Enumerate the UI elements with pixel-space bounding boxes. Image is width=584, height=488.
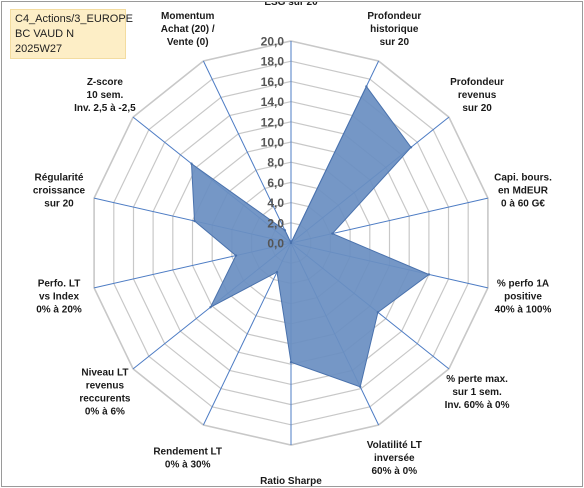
category-label: 40% à 100% [495, 305, 552, 316]
category-label: Momentum [161, 11, 214, 22]
data-point [376, 311, 380, 314]
category-label: Profondeur [367, 11, 421, 22]
category-label: inversée [374, 453, 415, 464]
tick-label: 18,0 [261, 55, 285, 69]
category-label: Profondeur [450, 77, 504, 88]
category-label: Capi. bours. [494, 173, 552, 184]
category-label: Volatilité LT [367, 440, 422, 451]
info-line-account: BC VAUD N [15, 28, 75, 40]
data-point [209, 306, 212, 309]
info-line-period: 2025W27 [15, 43, 63, 55]
category-label: Inv. 60% à 0% [445, 400, 510, 411]
data-point [190, 162, 193, 165]
tick-label: 8,0 [267, 156, 284, 170]
category-label: croissance [33, 186, 86, 197]
tick-label: 6,0 [267, 176, 284, 190]
category-label: sur 1 sem. [452, 387, 502, 398]
category-label: Niveau LT [81, 367, 128, 378]
category-label: sur 20 [44, 199, 74, 210]
category-label: 0 à 60 G€ [501, 199, 545, 210]
category-label: Achat (20) / [161, 24, 215, 35]
category-label: 60% à 0% [372, 466, 418, 477]
category-label: revenus [458, 90, 497, 101]
data-point [409, 146, 413, 149]
category-label: 10 sem. [87, 90, 124, 101]
category-label: % perte max. [446, 374, 508, 385]
category-label: Vente (0) [167, 37, 209, 48]
axis-spoke [202, 242, 292, 426]
category-label: reccurents [79, 393, 131, 404]
category-label: Inv. 2,5 à -2,5 [74, 103, 136, 114]
category-label: Ratio Sharpe [260, 476, 322, 486]
tick-label: 16,0 [261, 75, 285, 89]
category-label: vs Index [39, 292, 79, 303]
category-label: en MdEUR [498, 186, 549, 197]
tick-label: 20,0 [261, 35, 285, 49]
category-label: Z-score [87, 77, 124, 88]
category-label: 0% à 20% [36, 305, 82, 316]
data-point [365, 85, 368, 88]
data-point [289, 241, 293, 245]
data-point [283, 229, 287, 232]
tick-label: 14,0 [261, 95, 285, 109]
series-area [190, 85, 430, 388]
category-label: 0% à 6% [85, 406, 125, 417]
category-label: Rendement LT [153, 446, 222, 457]
data-point [427, 273, 431, 276]
data-point [289, 361, 293, 364]
data-point [234, 254, 238, 257]
tick-label: 12,0 [261, 115, 285, 129]
category-label: historique [370, 24, 419, 35]
data-point [193, 219, 196, 223]
category-label: Perfo. LT [38, 279, 81, 290]
category-label: 0% à 30% [165, 459, 211, 470]
data-point [275, 270, 279, 274]
data-point [359, 385, 362, 388]
tick-label: 10,0 [261, 136, 285, 150]
category-label: Régularité [35, 173, 84, 184]
data-point [331, 232, 334, 235]
info-line-portfolio: C4_Actions/3_EUROPE [15, 13, 133, 25]
category-label: ESG sur 20 [264, 2, 318, 8]
tick-label: 0,0 [267, 237, 284, 251]
axis-spoke [202, 60, 292, 244]
tick-label: 2,0 [267, 216, 284, 230]
category-label: sur 20 [462, 103, 492, 114]
tick-label: 4,0 [267, 196, 284, 210]
info-box: C4_Actions/3_EUROPE BC VAUD N 2025W27 [10, 9, 133, 59]
category-label: positive [504, 292, 542, 303]
category-label: % perfo 1A [497, 279, 549, 290]
category-label: revenus [86, 380, 125, 391]
category-label: sur 20 [380, 37, 410, 48]
